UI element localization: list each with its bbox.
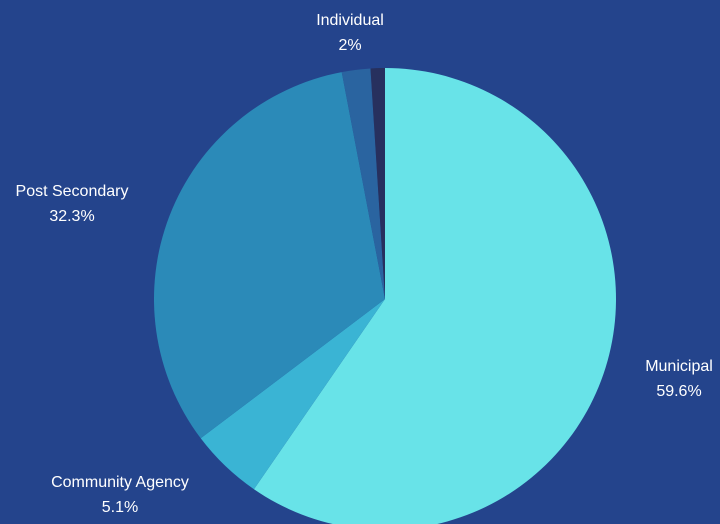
slice-label-municipal-value: 59.6% <box>656 383 701 400</box>
slice-label-individual-value: 2% <box>338 37 361 54</box>
slice-label-community-agency-value: 5.1% <box>102 499 138 516</box>
slice-label-community-agency-name: Community Agency <box>51 474 189 491</box>
pie-slice-municipal <box>253 68 616 524</box>
slice-label-municipal-name: Municipal <box>645 358 713 375</box>
pie-slice-community-agency <box>200 299 385 490</box>
slice-label-post-secondary-value: 32.3% <box>49 208 94 225</box>
pie-slice-individual <box>341 68 385 299</box>
slice-label-individual-name: Individual <box>316 12 384 29</box>
pie-slice-unlabeled <box>370 68 385 299</box>
slice-label-post-secondary-name: Post Secondary <box>16 183 129 200</box>
pie-slices <box>154 68 616 524</box>
pie-slice-post-secondary <box>154 72 385 439</box>
